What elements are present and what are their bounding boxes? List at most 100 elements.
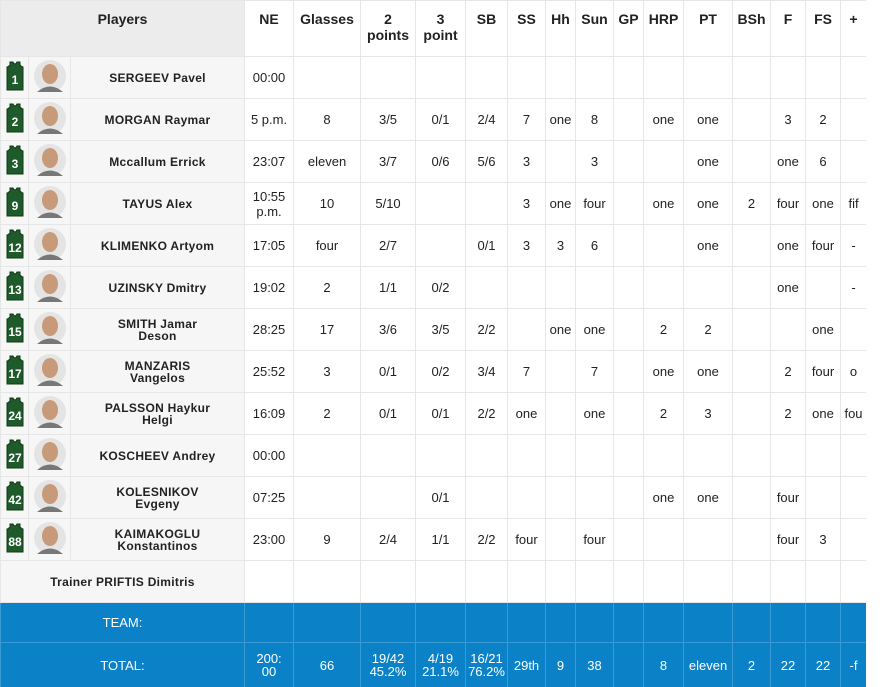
stat-cell: 1/1 <box>360 266 417 309</box>
empty-cell <box>415 602 467 643</box>
team-label: TEAM: <box>0 602 246 643</box>
jersey-cell: 24 <box>0 392 29 435</box>
cell-text: 3 <box>784 112 792 127</box>
empty-cell <box>683 602 734 643</box>
jersey-icon: 9 <box>6 187 23 217</box>
cell-text: 2/2 <box>477 322 496 337</box>
player-name: KLIMENKO Artyom <box>69 224 246 267</box>
stat-cell <box>840 56 866 99</box>
stat-cell: one <box>805 182 842 225</box>
cell-text: 3/4 <box>477 364 496 379</box>
jersey-cell: 12 <box>0 224 29 267</box>
cell-text: eleven <box>688 657 728 673</box>
stat-cell: four <box>575 518 615 561</box>
stat-cell <box>643 224 685 267</box>
stat-cell: 3 <box>507 140 547 183</box>
cell-text: 3 <box>522 238 531 253</box>
cell-text: one <box>583 322 606 337</box>
cell-text: four <box>515 532 538 547</box>
cell-text: 00:00 <box>252 70 286 85</box>
cell-text: 2 <box>784 406 792 421</box>
stat-cell <box>683 56 734 99</box>
cell-text: 2/2 <box>477 406 496 421</box>
column-header: BSh <box>732 0 772 57</box>
stat-cell: 7 <box>575 350 615 393</box>
cell-text: one <box>583 406 606 421</box>
cell-text: one <box>697 112 719 127</box>
stat-cell: 0/1 <box>465 224 509 267</box>
photo-avatar <box>33 438 66 470</box>
stat-cell: 0/1 <box>360 392 417 435</box>
stat-cell <box>770 56 807 99</box>
stat-cell: one <box>643 476 685 519</box>
stat-cell <box>293 476 362 519</box>
cell-text: 25:52 <box>252 364 286 379</box>
jersey-icon: 88 <box>6 523 23 553</box>
stat-cell: 1/1 <box>415 518 467 561</box>
player-photo <box>30 227 70 264</box>
stat-cell <box>613 518 645 561</box>
stat-cell <box>465 476 509 519</box>
stat-cell <box>415 434 467 477</box>
photo-avatar <box>33 144 66 176</box>
text-line: Helgi <box>142 412 173 427</box>
column-header: 2 points <box>360 0 417 57</box>
stat-cell <box>507 266 547 309</box>
total-cell: 66 <box>293 642 362 687</box>
text-line: 45.2% <box>369 664 407 679</box>
cell-text: one <box>652 196 675 211</box>
cell-text: 0/1 <box>477 238 496 253</box>
player-row: 27 KOSCHEEV Andrey 00:00 <box>0 434 866 477</box>
stat-cell: one <box>507 392 547 435</box>
cell-text: one <box>549 196 572 211</box>
player-row: 12 KLIMENKO Artyom 17:05 four 2/7 0/1 3 3 6 one on… <box>0 224 866 267</box>
stat-cell <box>732 308 772 351</box>
stat-cell <box>545 140 577 183</box>
photo-cell <box>28 56 71 99</box>
stat-cell <box>575 56 615 99</box>
total-cell: 22 <box>770 642 807 687</box>
cell-text: 23:07 <box>252 154 286 169</box>
text-line: 200: <box>256 651 282 666</box>
empty-cell <box>465 602 509 643</box>
stat-cell <box>613 266 645 309</box>
cell-text: 6 <box>819 154 827 169</box>
cell-text: 00:00 <box>252 448 286 463</box>
cell-text: -f <box>849 657 858 673</box>
stat-cell: 2 <box>683 308 734 351</box>
photo-cell <box>28 434 71 477</box>
stat-cell <box>643 266 685 309</box>
cell-text: + <box>849 11 858 27</box>
cell-text: TOTAL: <box>100 657 145 673</box>
text-line: Konstantinos <box>117 538 198 553</box>
cell-text: Sun <box>581 11 608 27</box>
stat-cell: 3/4 <box>465 350 509 393</box>
jersey-cell: 42 <box>0 476 29 519</box>
empty-cell <box>360 602 417 643</box>
stat-cell: 07:25 <box>244 476 295 519</box>
cell-text: 0/2 <box>431 280 450 295</box>
stat-cell <box>683 518 734 561</box>
stat-cell: 25:52 <box>244 350 295 393</box>
stat-cell: four <box>770 182 807 225</box>
empty-cell <box>575 560 615 603</box>
text-line: 16/21 <box>470 651 503 666</box>
cell-text: 2/2 <box>477 532 496 547</box>
player-row: 3 Mccallum Errick 23:07 eleven 3/7 0/6 5/6 3 3 on… <box>0 140 866 183</box>
cell-text: 9 <box>556 657 565 673</box>
total-cell <box>613 642 645 687</box>
cell-text: 0/2 <box>431 364 450 379</box>
stat-cell: 0/2 <box>415 350 467 393</box>
empty-cell <box>244 602 295 643</box>
stat-cell: 19:02 <box>244 266 295 309</box>
stat-cell: 00:00 <box>244 434 295 477</box>
text-line: Vangelos <box>129 370 186 385</box>
stat-cell: 6 <box>575 224 615 267</box>
stat-cell: 2/2 <box>465 518 509 561</box>
cell-text: one <box>652 364 675 379</box>
text-line: p.m. <box>256 203 282 219</box>
jersey-number: 42 <box>8 493 22 507</box>
jersey-icon: 2 <box>6 103 23 133</box>
stat-cell: 23:00 <box>244 518 295 561</box>
text-line: 3 <box>436 11 445 27</box>
